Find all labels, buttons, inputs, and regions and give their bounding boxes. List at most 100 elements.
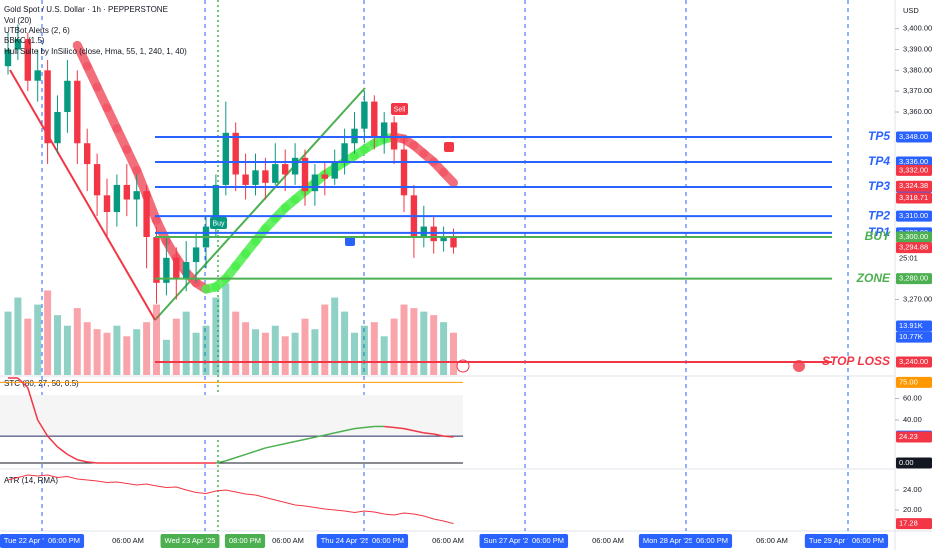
volume-bar (192, 332, 200, 375)
axis-marker-label: 3,310.00 (899, 211, 928, 220)
volume-bar (123, 336, 131, 375)
axis-marker (896, 376, 932, 388)
candle-body (212, 184, 220, 227)
volume-bar (331, 297, 339, 375)
volume-bar (103, 332, 111, 375)
candle-body (34, 70, 41, 81)
candle-body (4, 49, 12, 67)
candle-body (331, 162, 338, 179)
countdown: 25:01 (899, 254, 918, 263)
axis-marker-label: 17.28 (899, 519, 918, 528)
candle-body (301, 157, 309, 192)
level-name: TP2 (868, 208, 890, 222)
candle-body (232, 132, 239, 175)
volume-bar (252, 329, 259, 375)
axis-marker-label: 3,332.00 (899, 165, 928, 174)
indicator-label: STC (80, 27, 50, 0.5) (4, 379, 79, 388)
axis-marker (896, 131, 932, 143)
x-tick-label: Wed 23 Apr '25 (165, 536, 216, 545)
axis-marker-label: 3,324.38 (899, 181, 928, 190)
level-name: STOP LOSS (822, 354, 890, 368)
volume-bar (14, 297, 22, 375)
x-tick-label: Mon 28 Apr '25 (643, 536, 693, 545)
x-tick-highlight (527, 534, 569, 548)
volume-bar (172, 318, 180, 375)
x-tick-label: 06:00 AM (272, 536, 304, 545)
candle-body (400, 149, 408, 196)
chart-title: Gold Spot / U.S. Dollar · 1h · PEPPERSTO… (4, 5, 168, 14)
volume-bar (153, 304, 160, 375)
volume-bar (271, 325, 279, 375)
axis-marker (896, 242, 932, 254)
volume-bar (430, 315, 438, 375)
y-tick-label: 60.00 (903, 393, 922, 402)
volume-bar (232, 311, 240, 375)
candle-body (361, 101, 368, 129)
x-tick-label: 06:00 PM (48, 536, 80, 545)
candle-body (163, 257, 170, 283)
stc-segment (443, 435, 454, 438)
buy-signal-label: Buy (212, 220, 225, 227)
candle-body (430, 226, 437, 242)
y-tick-label: 40.00 (903, 415, 922, 424)
volume-bar (400, 304, 408, 375)
stc-segment (77, 459, 88, 463)
stc-segment (225, 456, 236, 462)
axis-marker-label: 13.91K (899, 321, 923, 330)
level-name: TP1 (868, 225, 890, 239)
candle-body (14, 39, 22, 50)
x-tick-highlight (0, 534, 57, 548)
stc-segment (47, 435, 59, 448)
y-tick-label: 3,370.00 (903, 86, 932, 95)
sell-signal-label: Sell (394, 106, 406, 113)
x-tick-highlight (160, 534, 220, 548)
volume-bar (54, 315, 61, 375)
axis-marker (896, 231, 932, 243)
volume-bar (351, 332, 358, 375)
candle-body (222, 132, 229, 185)
volume-bar (291, 332, 299, 375)
axis-marker-label: 3,294.88 (899, 243, 928, 252)
indicator-label: UTBot Alerts (2, 6) (4, 26, 70, 35)
candle-body (64, 80, 71, 112)
volume-bar (440, 322, 448, 375)
axis-marker-label: 3,318.71 (899, 193, 928, 202)
stc-segment (57, 446, 68, 455)
level-name: TP4 (868, 154, 890, 168)
candle-body (321, 174, 328, 179)
candle-body (143, 191, 150, 237)
stc-segment (235, 453, 246, 459)
volume-bar (24, 318, 32, 375)
stc-segment (27, 387, 39, 421)
x-tick-highlight (638, 534, 698, 548)
candle-body (153, 237, 160, 283)
x-tick-label: 06:00 PM (852, 536, 884, 545)
axis-marker (896, 320, 932, 332)
buy-signal (210, 217, 227, 229)
candle-body (24, 39, 31, 81)
axis-marker (896, 431, 932, 443)
stc-segment (285, 440, 296, 445)
volume-bar (222, 283, 230, 375)
x-tick-label: 06:00 AM (112, 536, 144, 545)
volume-bar (202, 325, 210, 375)
axis-marker (896, 457, 932, 469)
y-tick-label: 3,270.00 (903, 294, 932, 303)
candle-body (381, 122, 388, 137)
candle-body (252, 170, 259, 185)
x-tick-highlight (224, 534, 266, 548)
candle-body (84, 143, 91, 165)
axis-marker-label: 10.77K (899, 332, 923, 341)
level-name: TP5 (868, 129, 890, 143)
stc-segment (334, 430, 345, 434)
x-tick-label: 08:00 PM (229, 536, 261, 545)
stc-segment (413, 430, 424, 434)
y-tick-label: 3,390.00 (903, 44, 932, 53)
candle-body (192, 247, 200, 262)
stc-segment (37, 419, 49, 437)
stc-segment (354, 426, 365, 430)
volume-bar (4, 311, 12, 375)
candle-body (54, 112, 61, 144)
y-tick-label: 3,360.00 (903, 107, 932, 116)
